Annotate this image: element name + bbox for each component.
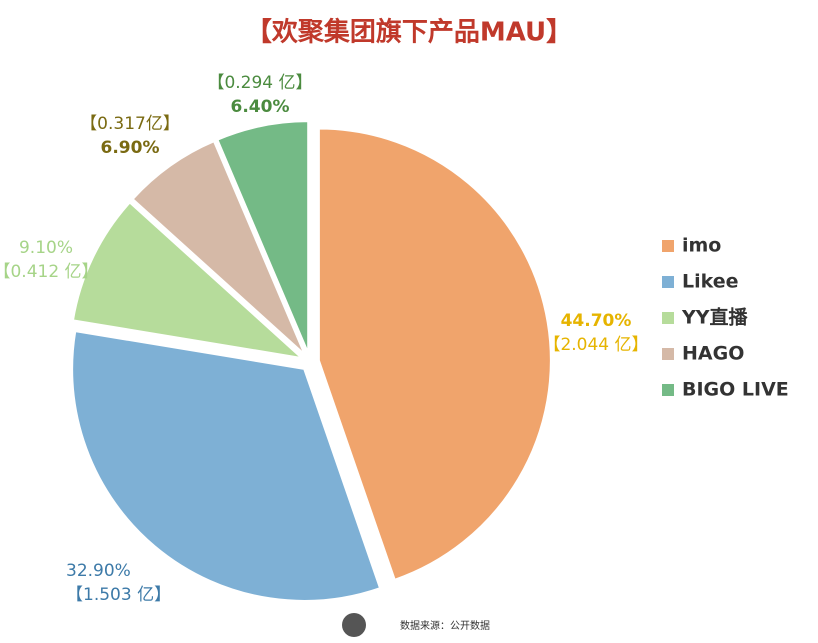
data-label: 44.70% xyxy=(561,311,632,331)
legend-swatch xyxy=(662,240,674,252)
data-label: 6.40% xyxy=(231,97,290,117)
chart-title: 【欢聚集团旗下产品MAU】 xyxy=(246,17,572,48)
legend-swatch xyxy=(662,276,674,288)
mau-label: 【0.294 亿】 xyxy=(207,73,312,93)
legend-label: imo xyxy=(682,235,721,257)
pie-slice xyxy=(131,139,306,356)
mau-label: 【1.503 亿】 xyxy=(66,585,171,605)
pie-slice xyxy=(71,329,382,602)
data-label: 9.10% xyxy=(19,238,73,258)
legend-swatch xyxy=(662,384,674,396)
legend-label: YY直播 xyxy=(681,306,749,329)
legend-label: HAGO xyxy=(682,343,744,365)
pie-slice xyxy=(317,127,552,582)
data-label: 32.90% xyxy=(66,561,131,581)
mau-label: 【2.044 亿】 xyxy=(543,335,648,355)
legend-label: Likee xyxy=(682,271,739,293)
legend-swatch xyxy=(662,348,674,360)
pie-slice xyxy=(216,120,310,354)
mau-label: 【0.317亿】 xyxy=(80,114,180,134)
logo xyxy=(342,613,366,637)
source-note: 数据来源：公开数据 xyxy=(400,619,490,632)
mau-label: 【0.412 亿】 xyxy=(0,262,99,282)
pie-slice xyxy=(71,201,306,360)
data-label: 6.90% xyxy=(101,138,160,158)
legend-label: BIGO LIVE xyxy=(682,379,789,401)
legend-swatch xyxy=(662,312,674,324)
